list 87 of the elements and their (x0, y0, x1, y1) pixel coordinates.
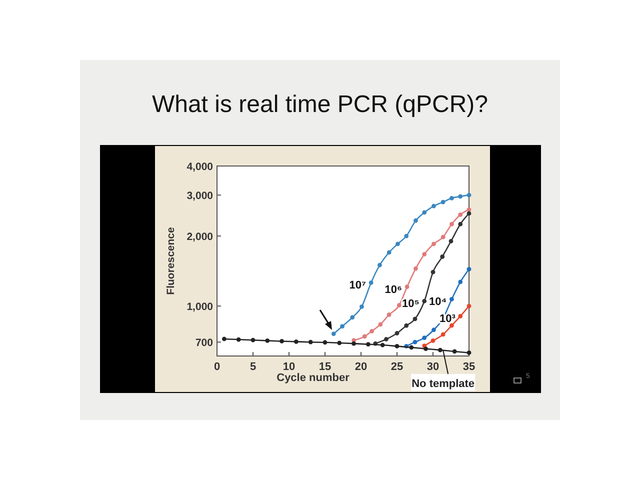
point (386, 312, 392, 317)
x-tick-label: 0 (214, 361, 220, 373)
point (250, 338, 256, 342)
point (466, 207, 472, 212)
point (430, 270, 436, 274)
annotation: 10⁵ (402, 298, 420, 310)
point (466, 211, 472, 216)
point (352, 341, 356, 346)
point (438, 348, 442, 352)
point (360, 304, 364, 309)
x-tick-label: 35 (462, 361, 476, 373)
point (380, 342, 385, 348)
x-tick-label: 5 (250, 361, 256, 373)
chart-title: What is real time PCR (qPCR)? (152, 91, 488, 118)
point (362, 334, 367, 339)
point (265, 338, 270, 343)
point (422, 210, 427, 215)
point (440, 234, 446, 240)
point (432, 242, 436, 246)
point (412, 340, 418, 344)
point (422, 336, 427, 340)
point (450, 222, 454, 226)
point (340, 324, 344, 329)
y-tick-label: 3,000 (186, 190, 214, 202)
point (466, 192, 472, 198)
x-axis-title: Cycle number (276, 372, 350, 384)
point (386, 250, 392, 255)
x-tick-label: 20 (354, 361, 368, 373)
point (368, 280, 374, 285)
point (432, 328, 436, 332)
point (322, 340, 328, 345)
y-axis-title: Fluorescence (165, 226, 177, 295)
point (404, 234, 409, 238)
point (414, 218, 418, 223)
point (396, 242, 400, 246)
point (458, 212, 463, 217)
annotation: 10⁴ (429, 296, 447, 308)
point (378, 322, 383, 327)
x-tick-label: 30 (426, 361, 440, 373)
point (331, 332, 336, 336)
point (394, 344, 400, 348)
point (458, 314, 463, 318)
point (414, 266, 418, 271)
point (280, 339, 284, 344)
point (412, 316, 418, 322)
point (308, 340, 313, 344)
point (466, 267, 472, 272)
point (458, 280, 463, 284)
point (458, 222, 463, 226)
point (448, 239, 454, 244)
y-tick-label: 4,000 (186, 161, 214, 173)
point (422, 298, 427, 304)
point (350, 315, 355, 320)
point (422, 252, 427, 256)
point (424, 346, 428, 352)
annotation: 10⁶ (384, 284, 402, 296)
y-tick-label: 2,000 (186, 231, 214, 244)
point (466, 304, 472, 308)
point (404, 323, 409, 328)
point (452, 349, 457, 354)
point (294, 339, 298, 344)
point (440, 332, 446, 337)
point (432, 204, 436, 208)
point (378, 262, 382, 268)
point (450, 297, 454, 302)
annotation: No template (412, 378, 475, 390)
point (366, 342, 370, 346)
point (404, 284, 410, 289)
point (430, 338, 436, 343)
annotation: 10⁷ (349, 280, 367, 292)
x-tick-label: 25 (390, 361, 404, 373)
point (337, 340, 342, 346)
point (384, 337, 388, 342)
y-tick-label: 700 (195, 337, 214, 350)
point (394, 331, 400, 336)
point (458, 194, 463, 199)
point (440, 200, 446, 204)
x-tick-label: 15 (318, 361, 332, 373)
point (236, 337, 241, 342)
point (409, 345, 414, 350)
y-tick-label: 1,000 (186, 301, 214, 314)
point (370, 328, 374, 334)
point (396, 303, 402, 308)
point (450, 196, 454, 200)
x-tick-label: 10 (282, 361, 296, 373)
point (222, 336, 226, 342)
point (440, 254, 445, 259)
